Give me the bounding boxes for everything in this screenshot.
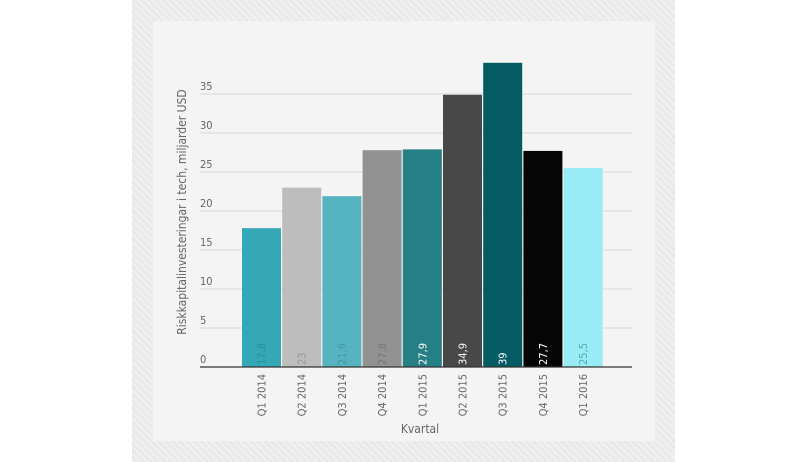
x-tick-label: Q4 2015 [537,374,550,416]
data-label: 25,5 [577,343,590,365]
x-axis-title: Kvartal [401,422,439,436]
bar [322,196,362,367]
y-tick-label: 5 [200,314,206,327]
x-tick-label: Q1 2014 [256,374,269,416]
y-tick-label: 30 [200,119,213,132]
x-tick-label: Q3 2015 [497,374,510,416]
bars [242,62,603,368]
data-label: 27,9 [416,343,429,365]
data-label: 27,8 [376,343,389,365]
data-labels: 17,8 23 21,9 27,8 27,9 34,9 39 27,7 25,5 [256,343,591,365]
y-tick-label: 15 [200,236,213,249]
y-tick-label: 25 [200,158,213,171]
x-tick-label: Q1 2016 [577,374,590,416]
y-tick-label: 35 [200,80,213,93]
x-tick-label: Q2 2015 [457,374,470,416]
bar [523,150,563,367]
y-axis-ticks: 0 5 10 15 20 25 30 35 [200,80,213,366]
x-tick-label: Q2 2014 [296,374,309,416]
bar [282,187,322,367]
data-label: 39 [497,352,510,365]
bar [242,228,281,367]
bar [402,149,442,367]
data-label: 21,9 [336,343,349,365]
y-axis-title: Riskkapitalinvesteringar i tech, miljard… [175,89,189,334]
data-label: 27,7 [537,343,550,365]
bar [443,94,482,367]
y-tick-label: 0 [200,353,206,366]
bar [563,168,603,367]
data-label: 17,8 [256,343,269,365]
x-tick-label: Q4 2014 [376,374,389,416]
x-tick-label: Q3 2014 [336,374,349,416]
y-tick-label: 20 [200,197,213,210]
data-label: 34,9 [457,343,470,365]
x-tick-label: Q1 2015 [416,374,429,416]
bar [483,62,523,368]
y-tick-label: 10 [200,275,213,288]
bar [362,150,402,367]
x-axis-ticks: Q1 2014 Q2 2014 Q3 2014 Q4 2014 Q1 2015 Q2 20… [256,374,591,416]
data-label: 23 [296,352,309,365]
